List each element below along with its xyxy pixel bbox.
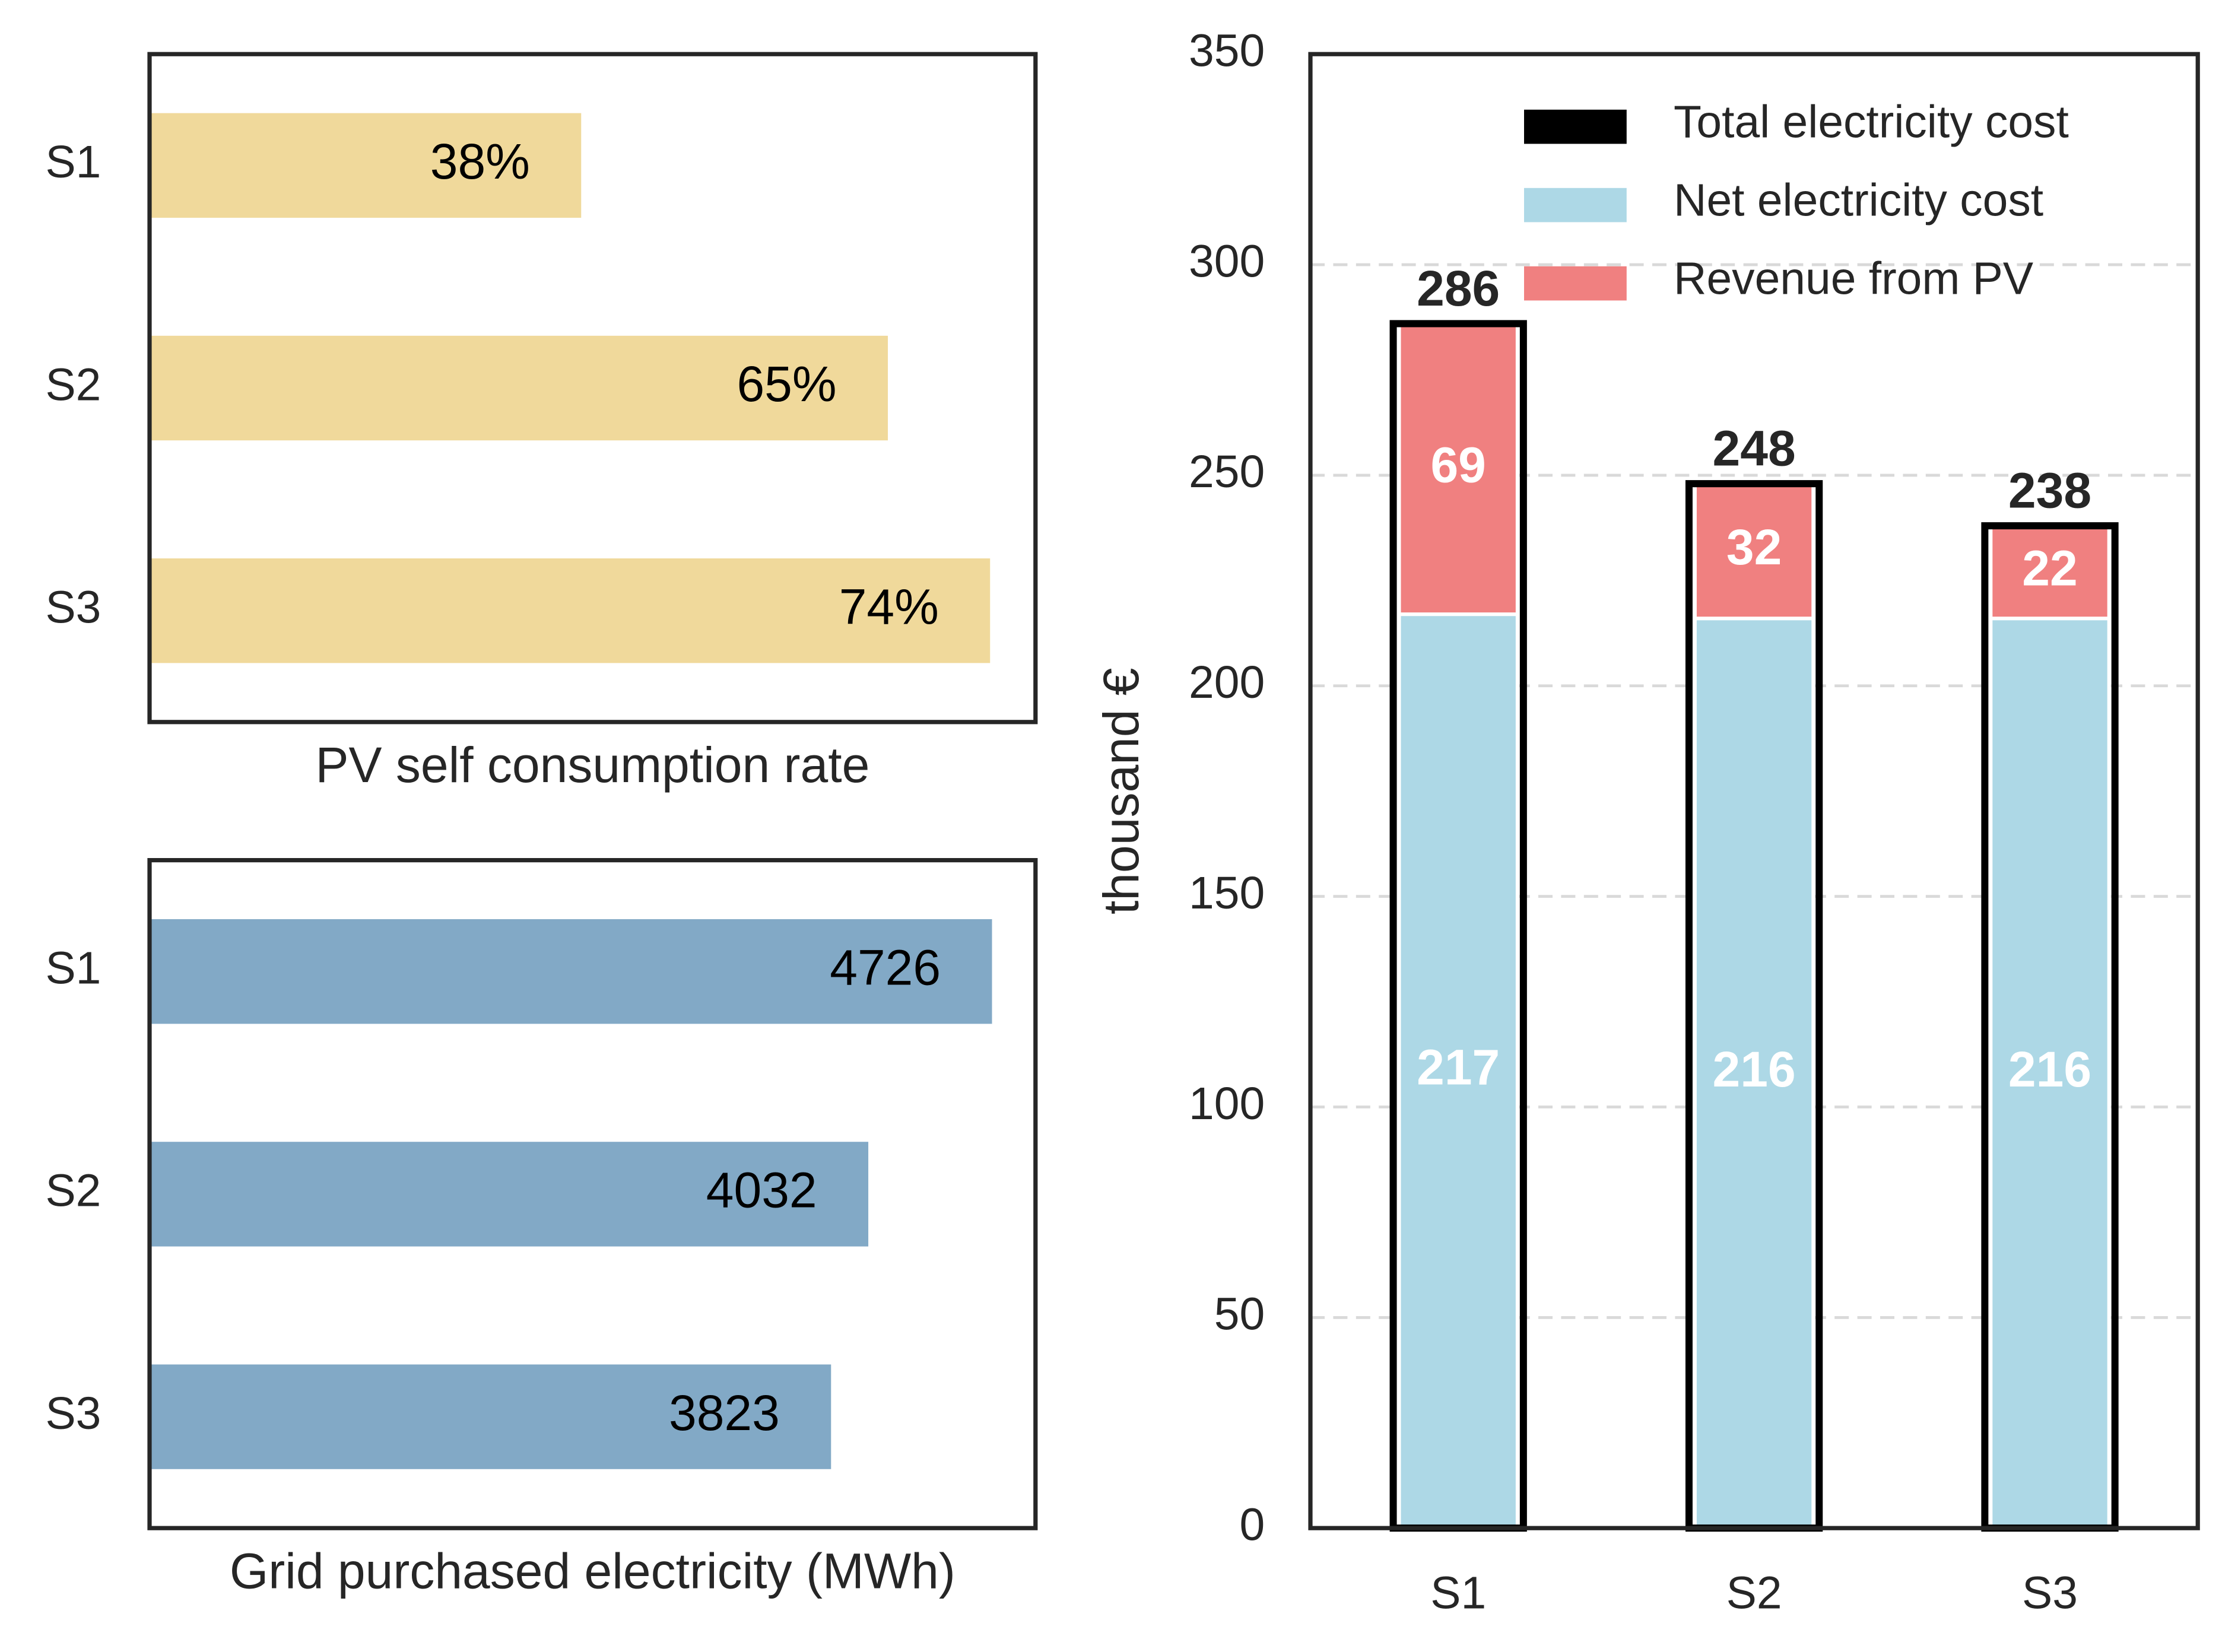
x-axis-label: PV self consumption rate	[315, 737, 869, 793]
y-tick-label: 100	[1189, 1078, 1265, 1129]
value-label: 216	[1713, 1041, 1796, 1097]
value-label: 3823	[669, 1385, 780, 1441]
value-label: 4032	[706, 1162, 817, 1218]
value-label: 65%	[737, 356, 836, 412]
axes-frame	[147, 52, 1038, 725]
value-label: 22	[2022, 540, 2077, 596]
y-tick-label: 150	[1189, 868, 1265, 919]
bar-segment	[1397, 322, 1519, 617]
legend-swatch	[1524, 188, 1627, 223]
bar	[150, 1142, 869, 1247]
x-axis-label: Grid purchased electricity (MWh)	[230, 1543, 956, 1599]
legend-swatch	[1524, 109, 1627, 144]
legend-label: Net electricity cost	[1674, 174, 2043, 225]
y-tick-label: S3	[45, 582, 101, 633]
y-tick-label: S2	[45, 359, 101, 410]
value-label: 4726	[830, 939, 941, 995]
x-tick-label: S1	[1430, 1568, 1486, 1619]
y-tick-label: S2	[45, 1165, 101, 1216]
bar-segment	[1989, 617, 2111, 1530]
axes-frame	[147, 858, 1038, 1530]
bar-segment	[1989, 524, 2111, 621]
y-axis-label: thousand €	[1093, 668, 1149, 914]
y-tick-label: 200	[1189, 657, 1265, 708]
bar	[150, 558, 991, 663]
y-tick-label: S3	[45, 1388, 101, 1439]
y-tick-label: 300	[1189, 236, 1265, 287]
value-label: 32	[1726, 519, 1782, 575]
bar	[150, 1364, 831, 1469]
legend-label: Total electricity cost	[1674, 96, 2069, 147]
value-label: 74%	[839, 579, 939, 634]
value-label: 217	[1417, 1039, 1500, 1095]
legend-swatch	[1524, 266, 1627, 301]
axes-frame	[1308, 52, 2200, 1530]
bar	[150, 919, 992, 1024]
y-tick-label: S1	[45, 942, 101, 993]
y-tick-label: 0	[1239, 1499, 1265, 1550]
bar-segment	[1693, 617, 1815, 1530]
y-tick-label: 250	[1189, 446, 1265, 497]
x-tick-label: S3	[2022, 1568, 2078, 1619]
y-tick-label: 50	[1214, 1289, 1265, 1340]
total-label: 286	[1417, 260, 1500, 316]
y-tick-label: 350	[1189, 25, 1265, 76]
bar	[150, 113, 582, 218]
bar	[150, 335, 888, 441]
y-tick-label: S1	[45, 136, 101, 188]
total-label: 248	[1713, 420, 1796, 476]
x-tick-label: S2	[1726, 1568, 1782, 1619]
legend-label: Revenue from PV	[1674, 253, 2033, 304]
bar-segment	[1397, 612, 1519, 1530]
value-label: 69	[1430, 437, 1485, 493]
value-label: 216	[2008, 1041, 2091, 1097]
value-label: 38%	[430, 134, 530, 189]
total-label: 238	[2008, 462, 2091, 518]
